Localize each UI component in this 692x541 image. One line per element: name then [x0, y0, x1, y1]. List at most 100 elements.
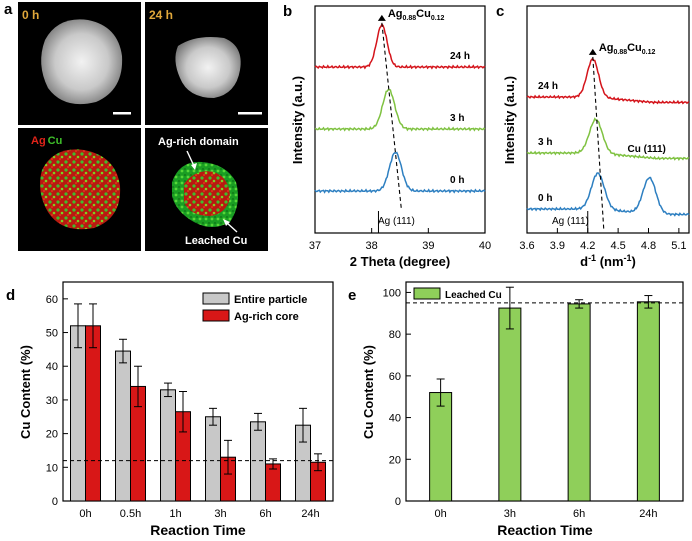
axes-ticks: 0 20 40 60 80 100 0h 3h 6h 24h	[383, 287, 658, 520]
legend-label: Leached Cu	[445, 290, 502, 301]
series-label: 0 h	[450, 175, 464, 186]
panel-e: e Cu Content (%) Reaction Time 0 20 40 60 80…	[348, 281, 684, 538]
bar-ag-rich-core	[265, 463, 281, 502]
bar-entire-particle	[70, 325, 86, 502]
bar-leached-cu	[498, 307, 522, 502]
bar-entire-particle	[250, 421, 266, 502]
y-tick-label: 60	[46, 294, 58, 306]
time-label-0h: 0 h	[22, 8, 39, 22]
x-tick-label: 5.1	[671, 240, 686, 252]
eds-particle-0h	[40, 149, 121, 230]
scale-bar	[113, 112, 131, 115]
peak-shift-guide	[381, 22, 403, 211]
bar-entire-particle	[115, 350, 131, 502]
bars	[63, 303, 333, 502]
x-tick-label: 4.5	[610, 240, 625, 252]
x-ticks: 37 38 39 40	[309, 228, 491, 252]
x-tick-label: 39	[422, 240, 434, 252]
x-tick-label: 37	[309, 240, 321, 252]
x-tick-label: 6h	[259, 508, 271, 520]
peak-shift-guide	[592, 56, 605, 232]
panel-d-label: d	[6, 287, 15, 304]
y-axis-label: Intensity (a.u.)	[290, 76, 305, 164]
x-tick-label: 0h	[435, 508, 447, 520]
bar-leached-cu	[567, 303, 591, 502]
x-tick-label: 38	[366, 240, 378, 252]
note-leached-cu: Leached Cu	[185, 235, 247, 247]
y-tick-label: 50	[46, 328, 58, 340]
y-axis-label: Intensity (a.u.)	[502, 76, 517, 164]
series-line-0h	[314, 151, 486, 194]
y-tick-label: 30	[46, 395, 58, 407]
x-tick-label: 24h	[301, 508, 319, 520]
y-tick-label: 20	[389, 454, 401, 466]
series-label: 3 h	[450, 113, 464, 124]
y-axis-label: Cu Content (%)	[18, 345, 33, 439]
plot-frame	[62, 281, 334, 502]
legend: Entire particle Ag-rich core	[202, 292, 307, 323]
plot-frame	[526, 5, 690, 234]
series-label: 0 h	[538, 193, 552, 204]
y-tick-label: 0	[52, 496, 58, 508]
x-axis-label: 2 Theta (degree)	[350, 254, 450, 269]
note-ag-rich-domain: Ag-rich domain	[158, 136, 239, 148]
peak-composition-label: Ag0.88Cu0.12	[599, 42, 656, 56]
arrow-head	[191, 163, 197, 170]
bar-leached-cu	[636, 301, 660, 502]
legend-label: Ag-rich core	[234, 311, 299, 323]
series-label: 24 h	[538, 81, 558, 92]
bars	[406, 286, 683, 502]
y-tick-label: 20	[46, 429, 58, 441]
bar-entire-particle	[205, 416, 221, 502]
series-line-3h	[314, 88, 486, 132]
legend-swatch	[202, 292, 230, 305]
legend-swatch	[413, 287, 441, 300]
y-tick-label: 0	[395, 496, 401, 508]
panel-c-label: c	[496, 3, 504, 20]
plot-frame	[314, 5, 486, 234]
scale-bar	[238, 112, 262, 115]
x-tick-label: 1h	[169, 508, 181, 520]
y-tick-label: 80	[389, 329, 401, 341]
series-line-24h	[526, 58, 690, 105]
series-line-0h	[526, 172, 690, 217]
series-line-24h	[314, 23, 486, 70]
panel-a-label: a	[4, 1, 13, 18]
panel-b: b Intensity (a.u.) 2 Theta (degree) 37 38…	[283, 3, 491, 269]
arrow-head	[223, 219, 230, 226]
annotations	[587, 48, 605, 233]
legend-swatch	[202, 309, 230, 322]
x-tick-label: 24h	[639, 508, 657, 520]
plot-frame	[405, 281, 684, 502]
eds-legend: Ag Cu	[31, 135, 62, 147]
x-tick-label: 4.8	[641, 240, 656, 252]
x-tick-label: 3.9	[550, 240, 565, 252]
y-tick-label: 40	[46, 361, 58, 373]
peak-arrow	[377, 14, 386, 21]
x-tick-label: 40	[479, 240, 491, 252]
series-lines: 24 h 3 h 0 h	[314, 23, 486, 194]
series-line-3h	[526, 117, 690, 161]
panel-c: c Intensity (a.u.) d-1 (nm-1) 3.6 3.9 4.2 4…	[496, 3, 690, 269]
peak-composition-label: Ag0.88Cu0.12	[388, 8, 445, 22]
particle-0h	[41, 19, 123, 105]
legend-label: Entire particle	[234, 294, 307, 306]
y-tick-label: 100	[383, 287, 401, 299]
reference-label: Ag (111)	[552, 216, 589, 227]
reference-label: Ag (111)	[378, 216, 415, 227]
x-tick-label: 0.5h	[120, 508, 141, 520]
bar-entire-particle	[160, 389, 176, 502]
x-tick-label: 6h	[573, 508, 585, 520]
particle-24h	[175, 37, 241, 98]
series-label: 24 h	[450, 51, 470, 62]
x-tick-label: 0h	[79, 508, 91, 520]
series-label: 3 h	[538, 137, 552, 148]
x-tick-label: 3.6	[519, 240, 534, 252]
x-tick-label: 4.2	[580, 240, 595, 252]
series-lines: 24 h 3 h 0 h	[526, 58, 690, 217]
arrow-ag-rich	[186, 150, 195, 167]
cu-peak-label: Cu (111)	[628, 144, 666, 155]
x-tick-label: 3h	[504, 508, 516, 520]
bar-leached-cu	[429, 392, 453, 502]
x-axis-label: d-1 (nm-1)	[580, 253, 636, 269]
